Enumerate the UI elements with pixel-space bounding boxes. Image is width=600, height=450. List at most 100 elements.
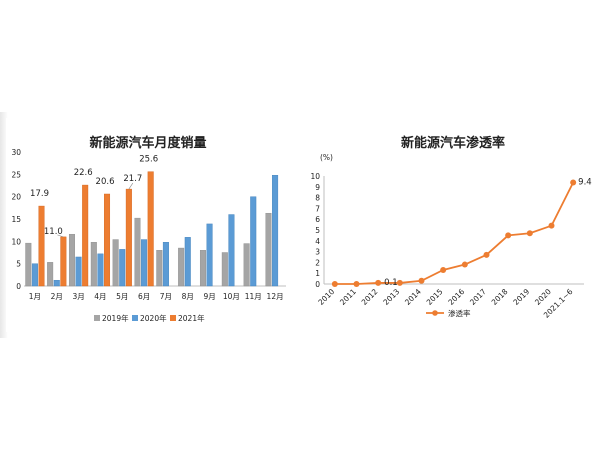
- x-tick-label: 2016: [446, 287, 466, 307]
- bar-2019年-11月: [243, 243, 250, 287]
- x-tick-label: 9月: [203, 292, 215, 301]
- bar-data-label: 20.6: [96, 177, 115, 187]
- bar-data-label: 22.6: [74, 168, 93, 178]
- data-point-2013: [396, 279, 403, 286]
- bar-2021年-5月: [125, 188, 132, 287]
- y-tick-label: 0: [16, 282, 21, 291]
- legend-label: 渗透率: [448, 308, 471, 318]
- bar-2020年-10月: [228, 214, 235, 287]
- bar-2020年-2月: [53, 279, 60, 287]
- data-point-2011: [353, 281, 360, 287]
- x-tick-label: 10月: [223, 292, 240, 301]
- monthly-sales-bar-chart: 0 5 10 15 20 25 30 1月 2月 3月 4月 5月 6月 7月 8月 9月 10月 11月 12月 1…: [11, 148, 286, 323]
- x-tick-label: 1月: [29, 292, 41, 301]
- left-edge-shadow: [0, 112, 8, 338]
- bar-2019年-1月: [25, 242, 32, 287]
- data-point-2015: [440, 266, 447, 273]
- data-point-2021.1~6: [570, 179, 577, 186]
- legend-label: 2019年: [102, 313, 129, 323]
- bar-2019年-6月: [134, 217, 141, 287]
- penetration-series-line: [334, 182, 574, 285]
- y-tick-label: 10: [11, 237, 21, 246]
- y-tick-label: 0: [315, 280, 320, 289]
- y-tick-label: 3: [315, 248, 320, 257]
- y-tick-label: 15: [11, 215, 21, 224]
- bar-2020年-6月: [141, 239, 148, 287]
- bar-2019年-7月: [156, 250, 163, 287]
- bar-data-label: 11.0: [44, 227, 63, 237]
- bar-data-label: 21.7: [123, 174, 142, 184]
- penetration-chart-panel: 新能源汽车渗透率 (%) 0 1 2 3 4 5 6 7 8 9 10 2010 2011 2012 2013…: [308, 118, 598, 332]
- bar-2021年-3月: [82, 184, 89, 287]
- x-tick-label: 2月: [51, 292, 63, 301]
- bar-2020年-3月: [75, 256, 82, 287]
- y-axis-unit-label: (%): [320, 153, 333, 162]
- data-point-2020: [548, 222, 555, 229]
- legend-swatch-2020年: [132, 315, 138, 321]
- line-data-label: 0.1: [384, 278, 398, 288]
- monthly-sales-chart-panel: 新能源汽车月度销量 0 5 10 15 20 25 30 1月 2月 3月 4月 5月 6月 7月 8月 9月…: [6, 118, 290, 332]
- bar-2019年-8月: [178, 247, 185, 287]
- line-data-label: 9.4: [578, 177, 592, 187]
- x-tick-label: 5月: [116, 292, 128, 301]
- legend-label: 2021年: [178, 313, 205, 323]
- legend-swatch-2019年: [94, 315, 100, 321]
- bar-2020年-11月: [250, 196, 257, 287]
- bar-2019年-9月: [199, 250, 206, 287]
- bar-data-label: 17.9: [30, 189, 49, 199]
- x-tick-label: 6月: [138, 292, 150, 301]
- bar-2019年-2月: [47, 262, 54, 287]
- bar-2019年-4月: [90, 242, 97, 287]
- data-point-2010: [331, 281, 338, 287]
- data-point-2012: [375, 279, 382, 286]
- y-tick-label: 2: [315, 258, 320, 267]
- legend-marker: [432, 310, 438, 316]
- x-tick-label: 11月: [245, 292, 262, 301]
- x-tick-label: 2012: [360, 287, 380, 307]
- x-tick-label: 2018: [490, 287, 510, 307]
- x-tick-label: 4月: [94, 292, 106, 301]
- bar-2020年-5月: [119, 249, 126, 287]
- legend-swatch-2021年: [170, 315, 176, 321]
- bar-data-label: 25.6: [139, 155, 158, 165]
- y-tick-label: 1: [315, 269, 320, 278]
- x-tick-label: 2014: [403, 287, 423, 307]
- y-tick-label: 30: [11, 148, 21, 157]
- bar-2019年-12月: [265, 212, 272, 287]
- x-tick-label: 2010: [316, 287, 336, 307]
- monthly-sales-chart-title: 新能源汽车月度销量: [89, 136, 207, 151]
- data-point-2019: [526, 230, 533, 237]
- bar-2019年-3月: [68, 233, 75, 287]
- y-tick-label: 20: [11, 193, 21, 202]
- bar-2021年-2月: [60, 236, 67, 287]
- bar-2019年-5月: [112, 239, 119, 287]
- data-point-2017: [483, 251, 490, 258]
- bar-2020年-9月: [206, 223, 213, 287]
- x-tick-label: 2017: [468, 287, 488, 307]
- y-tick-label: 8: [315, 194, 320, 203]
- x-tick-label: 8月: [182, 292, 194, 301]
- y-tick-label: 9: [315, 183, 320, 192]
- bar-2020年-7月: [162, 242, 169, 287]
- y-tick-label: 10: [310, 172, 320, 181]
- bar-2020年-8月: [184, 237, 191, 287]
- bar-2021年-1月: [38, 205, 45, 287]
- data-point-2018: [505, 232, 512, 239]
- x-tick-label: 2011: [338, 287, 358, 307]
- bar-2020年-4月: [97, 253, 104, 287]
- x-tick-label: 7月: [160, 292, 172, 301]
- bar-2020年-12月: [272, 175, 279, 287]
- y-tick-label: 4: [315, 237, 320, 246]
- data-label-leader-line: [57, 234, 64, 238]
- bar-2019年-10月: [221, 252, 228, 287]
- y-tick-label: 5: [315, 226, 320, 235]
- penetration-chart-title: 新能源汽车渗透率: [400, 136, 505, 151]
- bar-2021年-4月: [104, 193, 111, 287]
- bar-2020年-1月: [31, 263, 38, 287]
- y-tick-label: 7: [315, 204, 320, 213]
- y-tick-label: 6: [315, 215, 320, 224]
- y-tick-label: 5: [16, 260, 21, 269]
- x-tick-label: 2019: [511, 287, 531, 307]
- data-label-leader-line: [128, 182, 134, 190]
